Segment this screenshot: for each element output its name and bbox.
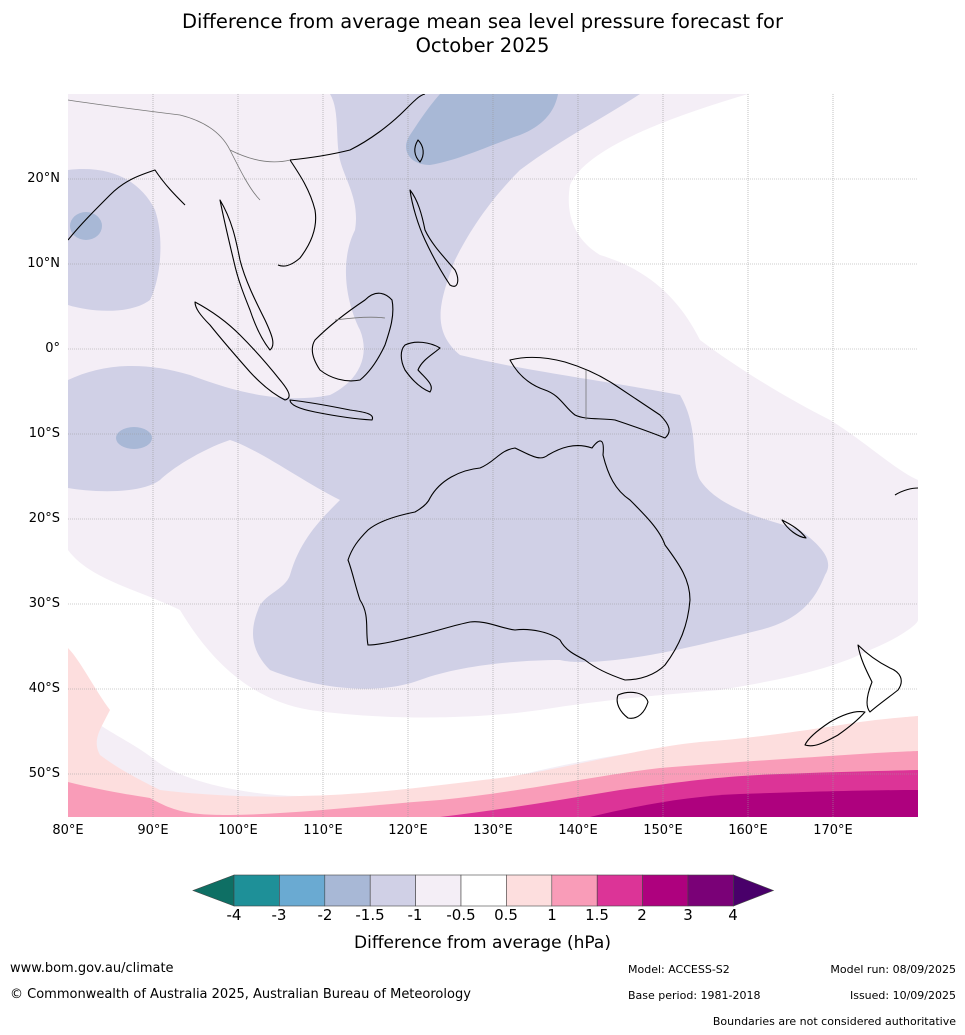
lon-label-80e: 80°E	[52, 823, 84, 838]
colorbar-extend-low	[192, 874, 235, 907]
colorbar-tick: 1.5	[585, 906, 609, 924]
lon-label-100e: 100°E	[218, 823, 258, 838]
colorbar-title: Difference from average (hPa)	[354, 933, 611, 953]
country-borders	[68, 99, 587, 420]
title-line-2: October 2025	[415, 34, 550, 57]
lat-label-50s: 50°S	[28, 766, 60, 781]
colorbar-tick: 1	[547, 906, 557, 924]
lat-label-0: 0°	[45, 341, 60, 356]
footer-issued: Issued: 10/09/2025	[849, 989, 956, 1002]
coastline-borneo	[311, 292, 394, 382]
graticule	[68, 94, 918, 817]
map-title: Difference from average mean sea level p…	[0, 10, 965, 58]
positive-band-2	[590, 790, 918, 817]
colorbar-tick: 2	[637, 906, 647, 924]
coastline-java	[289, 399, 374, 421]
lon-label-130e: 130°E	[473, 823, 513, 838]
coastline-philippines	[409, 189, 459, 287]
title-line-1: Difference from average mean sea level p…	[182, 10, 783, 33]
colorbar-segment	[551, 874, 598, 907]
coastline-china	[289, 94, 426, 161]
colorbar-tick: -1	[407, 906, 423, 924]
colorbar-tick: -2	[317, 906, 333, 924]
colorbar-segment	[233, 874, 280, 907]
colorbar-tick: -3	[271, 906, 287, 924]
colorbar-tick: -4	[226, 906, 242, 924]
colorbar-tick: 4	[728, 906, 738, 924]
colorbar-extend-high	[733, 874, 775, 907]
lon-label-120e: 120°E	[388, 823, 428, 838]
lon-label-90e: 90°E	[137, 823, 169, 838]
map-frame	[68, 94, 918, 817]
coastline-indochina	[219, 199, 274, 351]
lat-label-30s: 30°S	[28, 596, 60, 611]
footer-url: www.bom.gov.au/climate	[10, 961, 174, 976]
anomaly-region-indian-ocean-north	[68, 169, 161, 311]
lat-label-10s: 10°S	[28, 426, 60, 441]
lon-label-110e: 110°E	[303, 823, 343, 838]
coastline-vietnam	[277, 159, 317, 267]
colorbar-segment	[460, 874, 507, 907]
coastline-new-caledonia	[781, 519, 807, 539]
coastline-australia	[347, 440, 691, 681]
colorbar-tick: -0.5	[446, 906, 476, 924]
colorbar	[192, 874, 775, 907]
colorbar-segment	[324, 874, 371, 907]
colorbar-segment	[415, 874, 462, 907]
lon-label-170e: 170°E	[813, 823, 853, 838]
lon-label-160e: 160°E	[728, 823, 768, 838]
neutral-band-south	[68, 550, 918, 796]
lon-label-140e: 140°E	[558, 823, 598, 838]
anomaly-region-west-pacific	[68, 94, 829, 689]
coastline-india	[68, 169, 186, 241]
colorbar-segment	[369, 874, 416, 907]
colorbar-segment	[279, 874, 326, 907]
lat-label-40s: 40°S	[28, 681, 60, 696]
coastlines	[68, 94, 918, 747]
coastline-sulawesi	[400, 341, 441, 393]
coastline-new-zealand-north	[857, 644, 902, 713]
footer-model: Model: ACCESS-S2	[628, 963, 730, 976]
coastline-taiwan	[414, 139, 424, 163]
colorbar-segment	[642, 874, 689, 907]
colorbar-segment	[687, 874, 734, 907]
neutral-region-northeast	[568, 94, 918, 480]
footer-copyright: © Commonwealth of Australia 2025, Austra…	[10, 987, 471, 1002]
anomaly-patch-taiwan	[406, 94, 558, 165]
colorbar-segment	[596, 874, 643, 907]
coastline-new-zealand-south	[804, 711, 866, 747]
coastline-new-guinea	[509, 356, 670, 439]
coastline-sumatra	[194, 301, 290, 401]
colorbar-segment	[506, 874, 553, 907]
footer-model-run: Model run: 08/09/2025	[830, 963, 956, 976]
lat-label-20s: 20°S	[28, 511, 60, 526]
anomaly-patch-bengal	[70, 212, 102, 240]
lat-label-10n: 10°N	[27, 256, 60, 271]
colorbar-tick: 3	[683, 906, 693, 924]
coastline-tasmania	[616, 691, 649, 719]
footer-disclaimer: Boundaries are not considered authoritat…	[712, 1015, 956, 1028]
colorbar-tick: 0.5	[494, 906, 518, 924]
anomaly-patch-indian-ocean	[116, 427, 152, 449]
footer-base-period: Base period: 1981-2018	[628, 989, 761, 1002]
coastline-fiji	[894, 487, 918, 496]
lat-label-20n: 20°N	[27, 171, 60, 186]
colorbar-tick: -1.5	[355, 906, 385, 924]
lon-label-150e: 150°E	[643, 823, 683, 838]
